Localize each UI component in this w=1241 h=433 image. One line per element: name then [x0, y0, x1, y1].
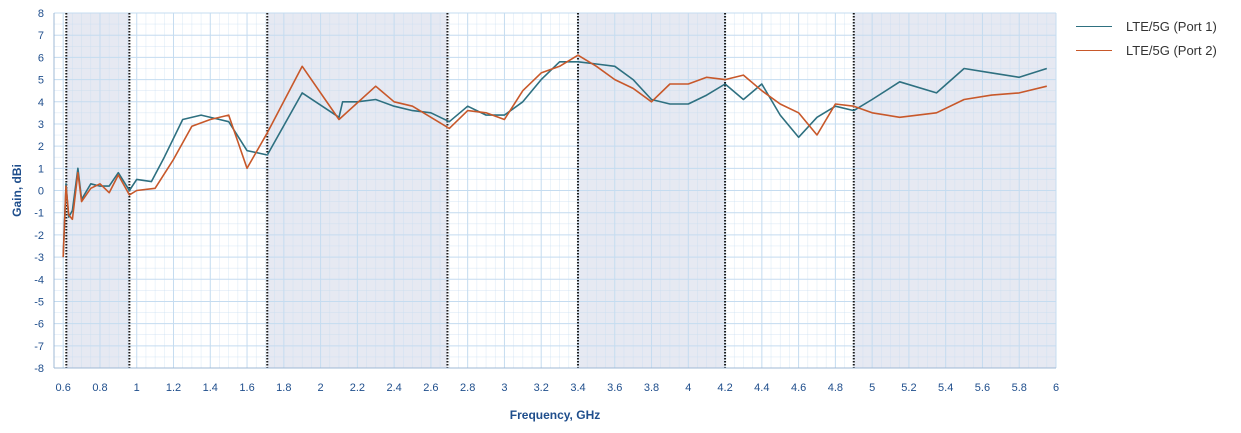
y-tick-label: -1: [34, 208, 44, 220]
series-line-2: [62, 54, 1047, 258]
legend-label-port2: LTE/5G (Port 2): [1126, 42, 1217, 58]
x-tick-label: 5.4: [938, 382, 953, 394]
x-tick-label: 3.8: [644, 382, 659, 394]
x-tick-label: 4: [685, 382, 691, 394]
x-tick-label: 1.6: [239, 382, 254, 394]
y-axis-title: Gain, dBi: [10, 164, 24, 217]
x-tick-label: 1.4: [203, 382, 218, 394]
y-tick-label: -5: [34, 296, 44, 308]
legend-item-port1: LTE/5G (Port 1): [1076, 16, 1241, 36]
x-tick-label: 3.2: [534, 382, 549, 394]
y-tick-label: 3: [38, 119, 44, 131]
x-tick-label: 4.6: [791, 382, 806, 394]
y-tick-label: 1: [38, 163, 44, 175]
x-tick-label: 2.8: [460, 382, 475, 394]
y-tick-label: 5: [38, 75, 44, 87]
x-tick-label: 4.8: [828, 382, 843, 394]
x-tick-label: 3.6: [607, 382, 622, 394]
x-tick-label: 5.8: [1012, 382, 1027, 394]
x-tick-label: 3.4: [570, 382, 585, 394]
x-tick-label: 3: [501, 382, 507, 394]
legend-swatch-port1: [1076, 25, 1112, 27]
y-tick-label: 8: [38, 8, 44, 20]
x-tick-label: 1.2: [166, 382, 181, 394]
y-tick-label: -2: [34, 230, 44, 242]
x-tick-label: 5.6: [975, 382, 990, 394]
x-tick-label: 5: [869, 382, 875, 394]
x-tick-label: 2.6: [423, 382, 438, 394]
x-tick-label: 4.4: [754, 382, 769, 394]
y-tick-label: 0: [38, 186, 44, 198]
y-tick-label: -3: [34, 252, 44, 264]
legend: LTE/5G (Port 1) LTE/5G (Port 2): [1076, 16, 1241, 64]
x-tick-label: 0.8: [92, 382, 107, 394]
x-tick-label: 0.6: [56, 382, 71, 394]
y-tick-label: 4: [38, 97, 44, 109]
y-tick-label: 6: [38, 52, 44, 64]
x-tick-label: 2.4: [386, 382, 401, 394]
y-tick-label: 2: [38, 141, 44, 153]
legend-item-port2: LTE/5G (Port 2): [1076, 40, 1241, 60]
x-tick-label: 2.2: [350, 382, 365, 394]
x-tick-label: 1: [134, 382, 140, 394]
x-tick-label: 2: [318, 382, 324, 394]
y-tick-label: -4: [34, 274, 44, 286]
x-axis-title: Frequency, GHz: [510, 408, 600, 422]
x-tick-label: 1.8: [276, 382, 291, 394]
legend-swatch-port2: [1076, 49, 1112, 51]
series-line-1: [62, 60, 1048, 258]
x-tick-label: 6: [1053, 382, 1059, 394]
legend-label-port1: LTE/5G (Port 1): [1126, 18, 1217, 34]
y-tick-label: -6: [34, 319, 44, 331]
x-tick-label: 4.2: [717, 382, 732, 394]
y-tick-label: 7: [38, 30, 44, 42]
x-tick-label: 5.2: [901, 382, 916, 394]
y-tick-label: -7: [34, 341, 44, 353]
y-tick-label: -8: [34, 363, 44, 375]
